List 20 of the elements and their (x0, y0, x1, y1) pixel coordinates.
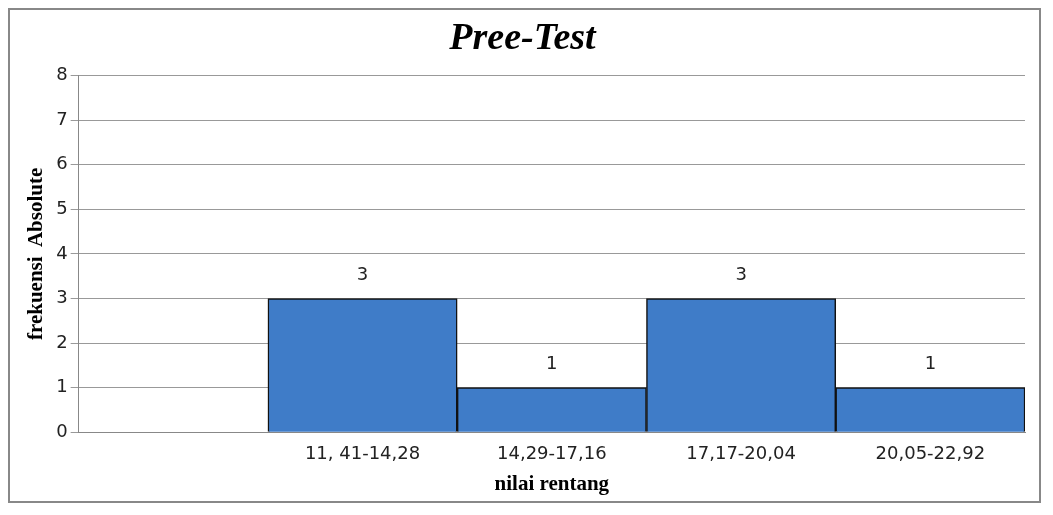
y-tick-label: 1 (56, 375, 68, 397)
x-tick-label: 17,17-20,04 (686, 441, 796, 463)
x-tick-label: 11, 41-14,28 (304, 441, 421, 463)
y-tick-label: 4 (56, 241, 68, 263)
y-tick-label: 7 (56, 107, 68, 129)
y-tick-label: 5 (56, 197, 68, 218)
data-label: 1 (924, 352, 937, 374)
x-tick-label: 20,05-22,92 (875, 441, 986, 463)
chart-title: Pree-Test (448, 14, 598, 57)
y-tick-label: 6 (56, 152, 68, 174)
y-tick-label: 2 (56, 330, 68, 352)
x-tick-label: 14,29-17,16 (497, 441, 607, 463)
y-axis-title: frekuensi Absolute (23, 167, 48, 341)
data-label: 3 (356, 263, 369, 285)
data-label: 3 (735, 263, 747, 285)
y-tick-label: 0 (56, 419, 68, 441)
y-tick-label: 8 (56, 63, 68, 85)
y-tick-label: 3 (56, 286, 68, 308)
x-axis-title: nilai rentang (494, 470, 610, 495)
data-label: 1 (546, 352, 558, 374)
